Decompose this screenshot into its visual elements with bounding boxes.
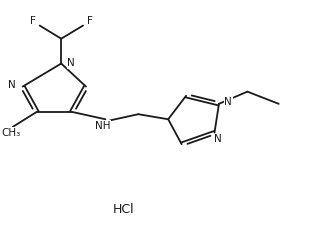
Text: N: N <box>8 80 16 90</box>
Text: HCl: HCl <box>113 203 134 216</box>
Text: N: N <box>67 58 75 68</box>
Text: F: F <box>30 16 36 26</box>
Text: F: F <box>87 16 92 26</box>
Text: N: N <box>224 96 232 106</box>
Text: NH: NH <box>95 121 111 131</box>
Text: N: N <box>214 134 221 144</box>
Text: CH₃: CH₃ <box>2 128 21 138</box>
